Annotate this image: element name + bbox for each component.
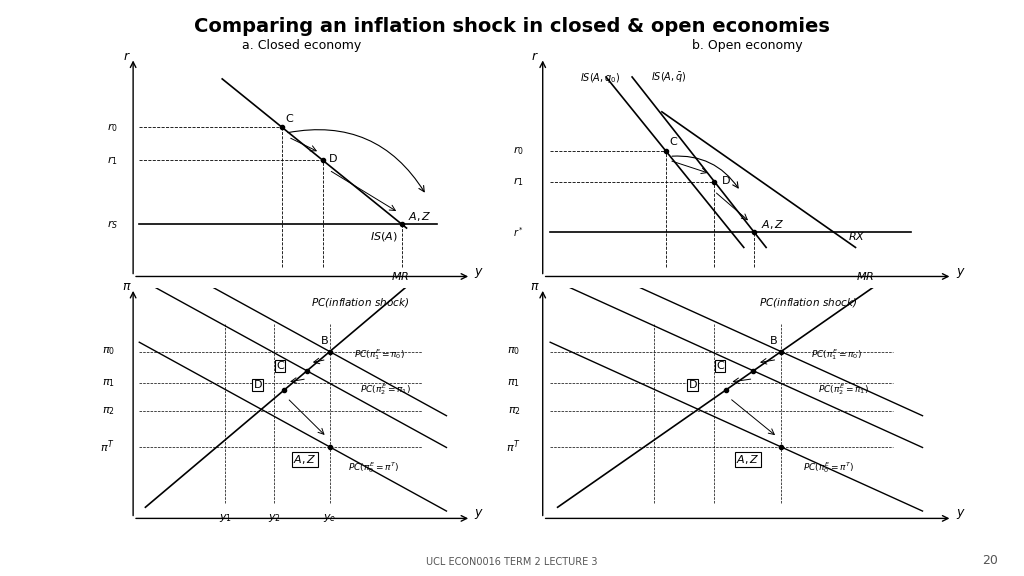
Text: $\pi_0$: $\pi_0$ [507, 346, 520, 358]
Text: C: C [285, 113, 293, 123]
Text: $\pi_2$: $\pi_2$ [508, 406, 520, 417]
Text: $A, Z$: $A, Z$ [408, 210, 432, 223]
Text: $PC(\pi_2^E=\pi_1)$: $PC(\pi_2^E=\pi_1)$ [360, 382, 412, 397]
Text: $r_0$: $r_0$ [513, 144, 524, 157]
Text: $y$: $y$ [474, 507, 484, 521]
Text: $RX$: $RX$ [848, 230, 865, 242]
Text: $r^*$: $r^*$ [513, 225, 524, 239]
Text: $\pi^T$: $\pi^T$ [506, 438, 520, 455]
Text: $\pi_1$: $\pi_1$ [101, 377, 115, 389]
Text: C: C [276, 361, 284, 371]
Text: $r_1$: $r_1$ [106, 154, 118, 166]
Text: $y$: $y$ [474, 266, 484, 279]
Text: $r_1$: $r_1$ [513, 175, 524, 188]
Text: $y_1$: $y_1$ [219, 513, 231, 524]
Text: $MR$: $MR$ [391, 270, 410, 282]
Text: $\pi_1$: $\pi_1$ [508, 377, 520, 389]
Text: a. Closed economy: a. Closed economy [243, 39, 361, 52]
Text: $PC$(inflation shock): $PC$(inflation shock) [311, 297, 410, 309]
Text: $\pi$: $\pi$ [122, 280, 132, 293]
Text: $\pi^T$: $\pi^T$ [100, 438, 115, 455]
Text: $IS(A,\bar{q})$: $IS(A,\bar{q})$ [650, 71, 686, 85]
Text: $\pi_0$: $\pi_0$ [101, 346, 115, 358]
Text: 20: 20 [982, 554, 998, 567]
Text: D: D [253, 380, 262, 390]
Text: $PC(\pi_1^E=\pi_0)$: $PC(\pi_1^E=\pi_0)$ [354, 347, 406, 362]
Text: C: C [670, 137, 677, 147]
Text: UCL ECON0016 TERM 2 LECTURE 3: UCL ECON0016 TERM 2 LECTURE 3 [426, 558, 598, 567]
Text: b. Open economy: b. Open economy [692, 39, 803, 52]
Text: $\pi$: $\pi$ [530, 280, 540, 293]
Text: $PC(\pi_2^E=\pi_1)$: $PC(\pi_2^E=\pi_1)$ [818, 382, 869, 397]
Text: $A, Z$: $A, Z$ [293, 453, 316, 466]
Text: C: C [716, 361, 724, 371]
Text: Comparing an inflation shock in closed & open economies: Comparing an inflation shock in closed &… [195, 17, 829, 36]
Text: $PC(\pi_0^E=\pi^T)$: $PC(\pi_0^E=\pi^T)$ [348, 460, 399, 475]
Text: $r$: $r$ [123, 50, 131, 63]
Text: D: D [722, 176, 730, 185]
Text: D: D [688, 380, 697, 390]
Text: $r$: $r$ [531, 50, 540, 63]
Text: B: B [321, 336, 328, 346]
Text: $r_S$: $r_S$ [106, 218, 118, 230]
Text: $y$: $y$ [956, 266, 966, 279]
Text: $PC$(inflation shock): $PC$(inflation shock) [759, 297, 857, 309]
Text: D: D [329, 154, 337, 164]
Text: $r_0$: $r_0$ [106, 121, 118, 134]
Text: B: B [770, 336, 777, 346]
Text: $y_e$: $y_e$ [324, 513, 336, 524]
Text: $MR$: $MR$ [855, 270, 873, 282]
Text: $y_2$: $y_2$ [268, 513, 281, 524]
Text: $A, Z$: $A, Z$ [762, 218, 785, 231]
Text: $A, Z$: $A, Z$ [736, 453, 760, 466]
Text: $IS(A)$: $IS(A)$ [370, 230, 397, 243]
Text: $PC(\pi_0^E=\pi^T)$: $PC(\pi_0^E=\pi^T)$ [804, 460, 854, 475]
Text: $\pi_2$: $\pi_2$ [101, 406, 115, 417]
Text: $PC(\pi_1^E=\pi_0)$: $PC(\pi_1^E=\pi_0)$ [811, 347, 861, 362]
Text: $y$: $y$ [956, 507, 966, 521]
Text: $IS(A,q_0)$: $IS(A,q_0)$ [580, 71, 621, 85]
